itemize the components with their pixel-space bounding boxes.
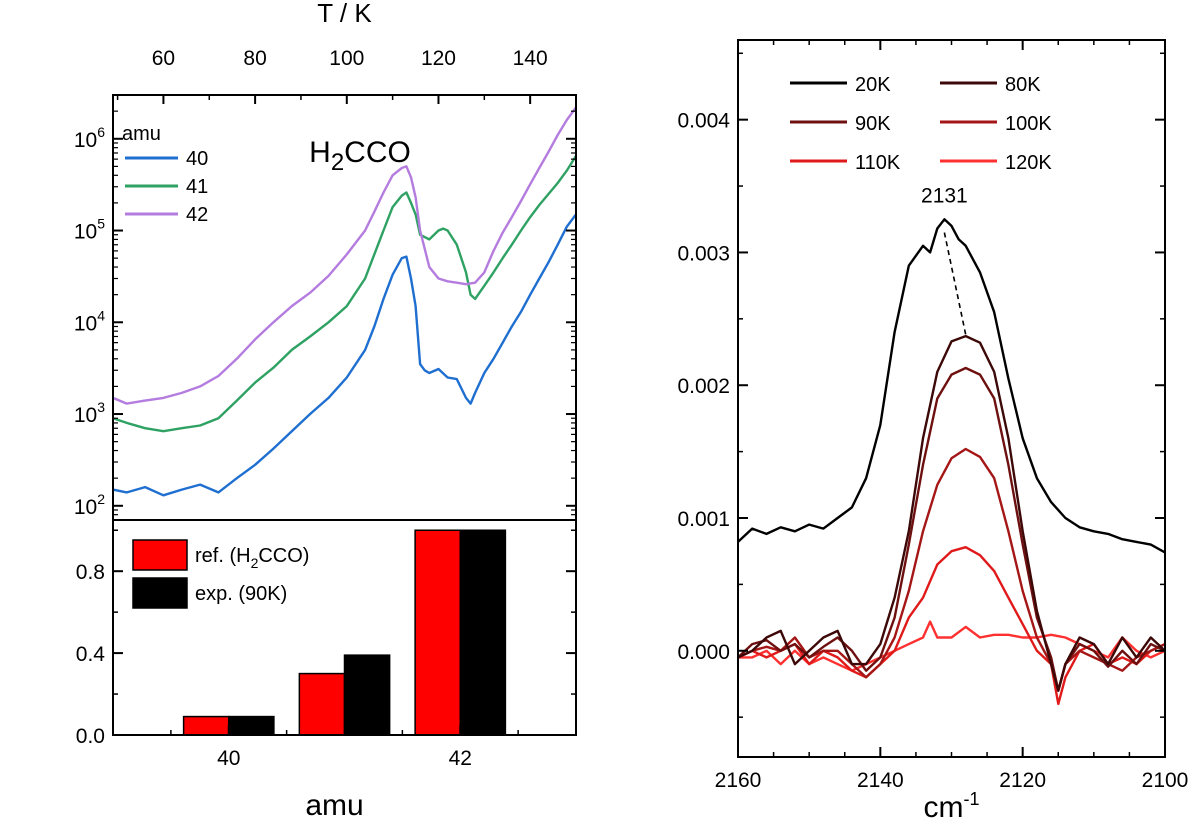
qms-chart-title: H2CCO [309,136,411,176]
bar-y-tick-label: 0.0 [76,725,105,748]
bar-ref-amu-40 [182,715,230,736]
qms-line-amu-41 [113,155,576,433]
bar-legend-label: exp. (90K) [195,583,287,605]
ir-x-tick-label: 2140 [857,769,904,792]
qms-panel: 60 80 100 120 140 T / K 102 103 104 105 106 H2CCO am… [74,0,577,521]
qms-series [113,106,576,497]
ir-line-110K [738,546,1165,706]
qms-y-tick-label: 106 [74,124,105,152]
qms-legend-title: amu [122,123,161,145]
ir-line-90K [738,366,1165,692]
qms-x-tick-label: 80 [243,47,266,70]
bar-y-tick-label: 0.4 [76,643,106,666]
qms-x-tick-label: 140 [513,47,548,70]
bar-legend-swatch-exp [132,577,188,609]
bar-y-tick-label: 0.8 [76,561,105,584]
ir-legend-label: 90K [855,113,891,135]
ir-legend-label: 100K [1005,113,1052,135]
qms-legend-label: 42 [186,204,208,226]
bar-exp-amu-41 [343,654,391,736]
ir-y-tick-label: 0.000 [677,641,730,664]
ir-y-tick-label: 0.001 [677,508,730,531]
bar-legend-swatch-ref [132,539,188,571]
qms-line-amu-40 [113,213,576,497]
qms-x-tick-label: 100 [329,47,364,70]
ir-x-tick-label: 2100 [1142,769,1189,792]
qms-legend-label: 41 [186,176,208,198]
ir-line-20K [738,218,1165,554]
ir-y-tick-label: 0.002 [677,375,730,398]
qms-x-tick-label: 120 [421,47,456,70]
ir-x-tick-label: 2120 [999,769,1046,792]
ir-series [738,218,1165,706]
ir-legend-label: 110K [855,152,901,174]
bar-exp-amu-42 [459,529,507,736]
ir-legend-label: 120K [1005,152,1052,174]
ir-peak-annotation: 2131 [921,185,968,208]
qms-y-tick-label: 104 [74,307,105,335]
ir-x-tick-label: 2160 [715,769,762,792]
ir-legend-label: 80K [1005,74,1041,96]
qms-y-tick-label: 102 [74,491,105,519]
bar-ref-amu-42 [414,529,462,736]
ir-legend-label: 20K [855,74,891,96]
qms-x-axis-title: T / K [317,0,372,28]
relint-panel: 40 42 amu 0.0 0.4 0.8 ref. (H2CCO) exp. (90K) [76,519,577,822]
qms-y-tick-label: 103 [74,399,105,427]
bar-x-axis-title: amu [305,789,363,822]
ir-line-80K [738,334,1165,692]
bar-exp-amu-40 [228,715,275,736]
ir-y-tick-label: 0.004 [677,110,730,133]
ir-x-axis-title: cm-1 [923,789,979,824]
bar-x-tick-label: 40 [217,747,240,770]
qms-x-tick-label: 60 [152,47,175,70]
qms-y-tick-label: 105 [74,216,105,244]
ir-panel: 2131 2160 2140 2120 2100 cm-1 0.000 0.001 0.002 0… [677,39,1189,824]
bar-ref-amu-41 [298,672,346,736]
bar-legend-label: ref. (H2CCO) [195,545,309,571]
ir-y-tick-label: 0.003 [677,242,730,265]
qms-line-amu-42 [113,106,576,405]
ir-peak-shift-line [943,232,967,335]
qms-legend-label: 40 [186,148,208,170]
bar-x-tick-label: 42 [449,747,472,770]
